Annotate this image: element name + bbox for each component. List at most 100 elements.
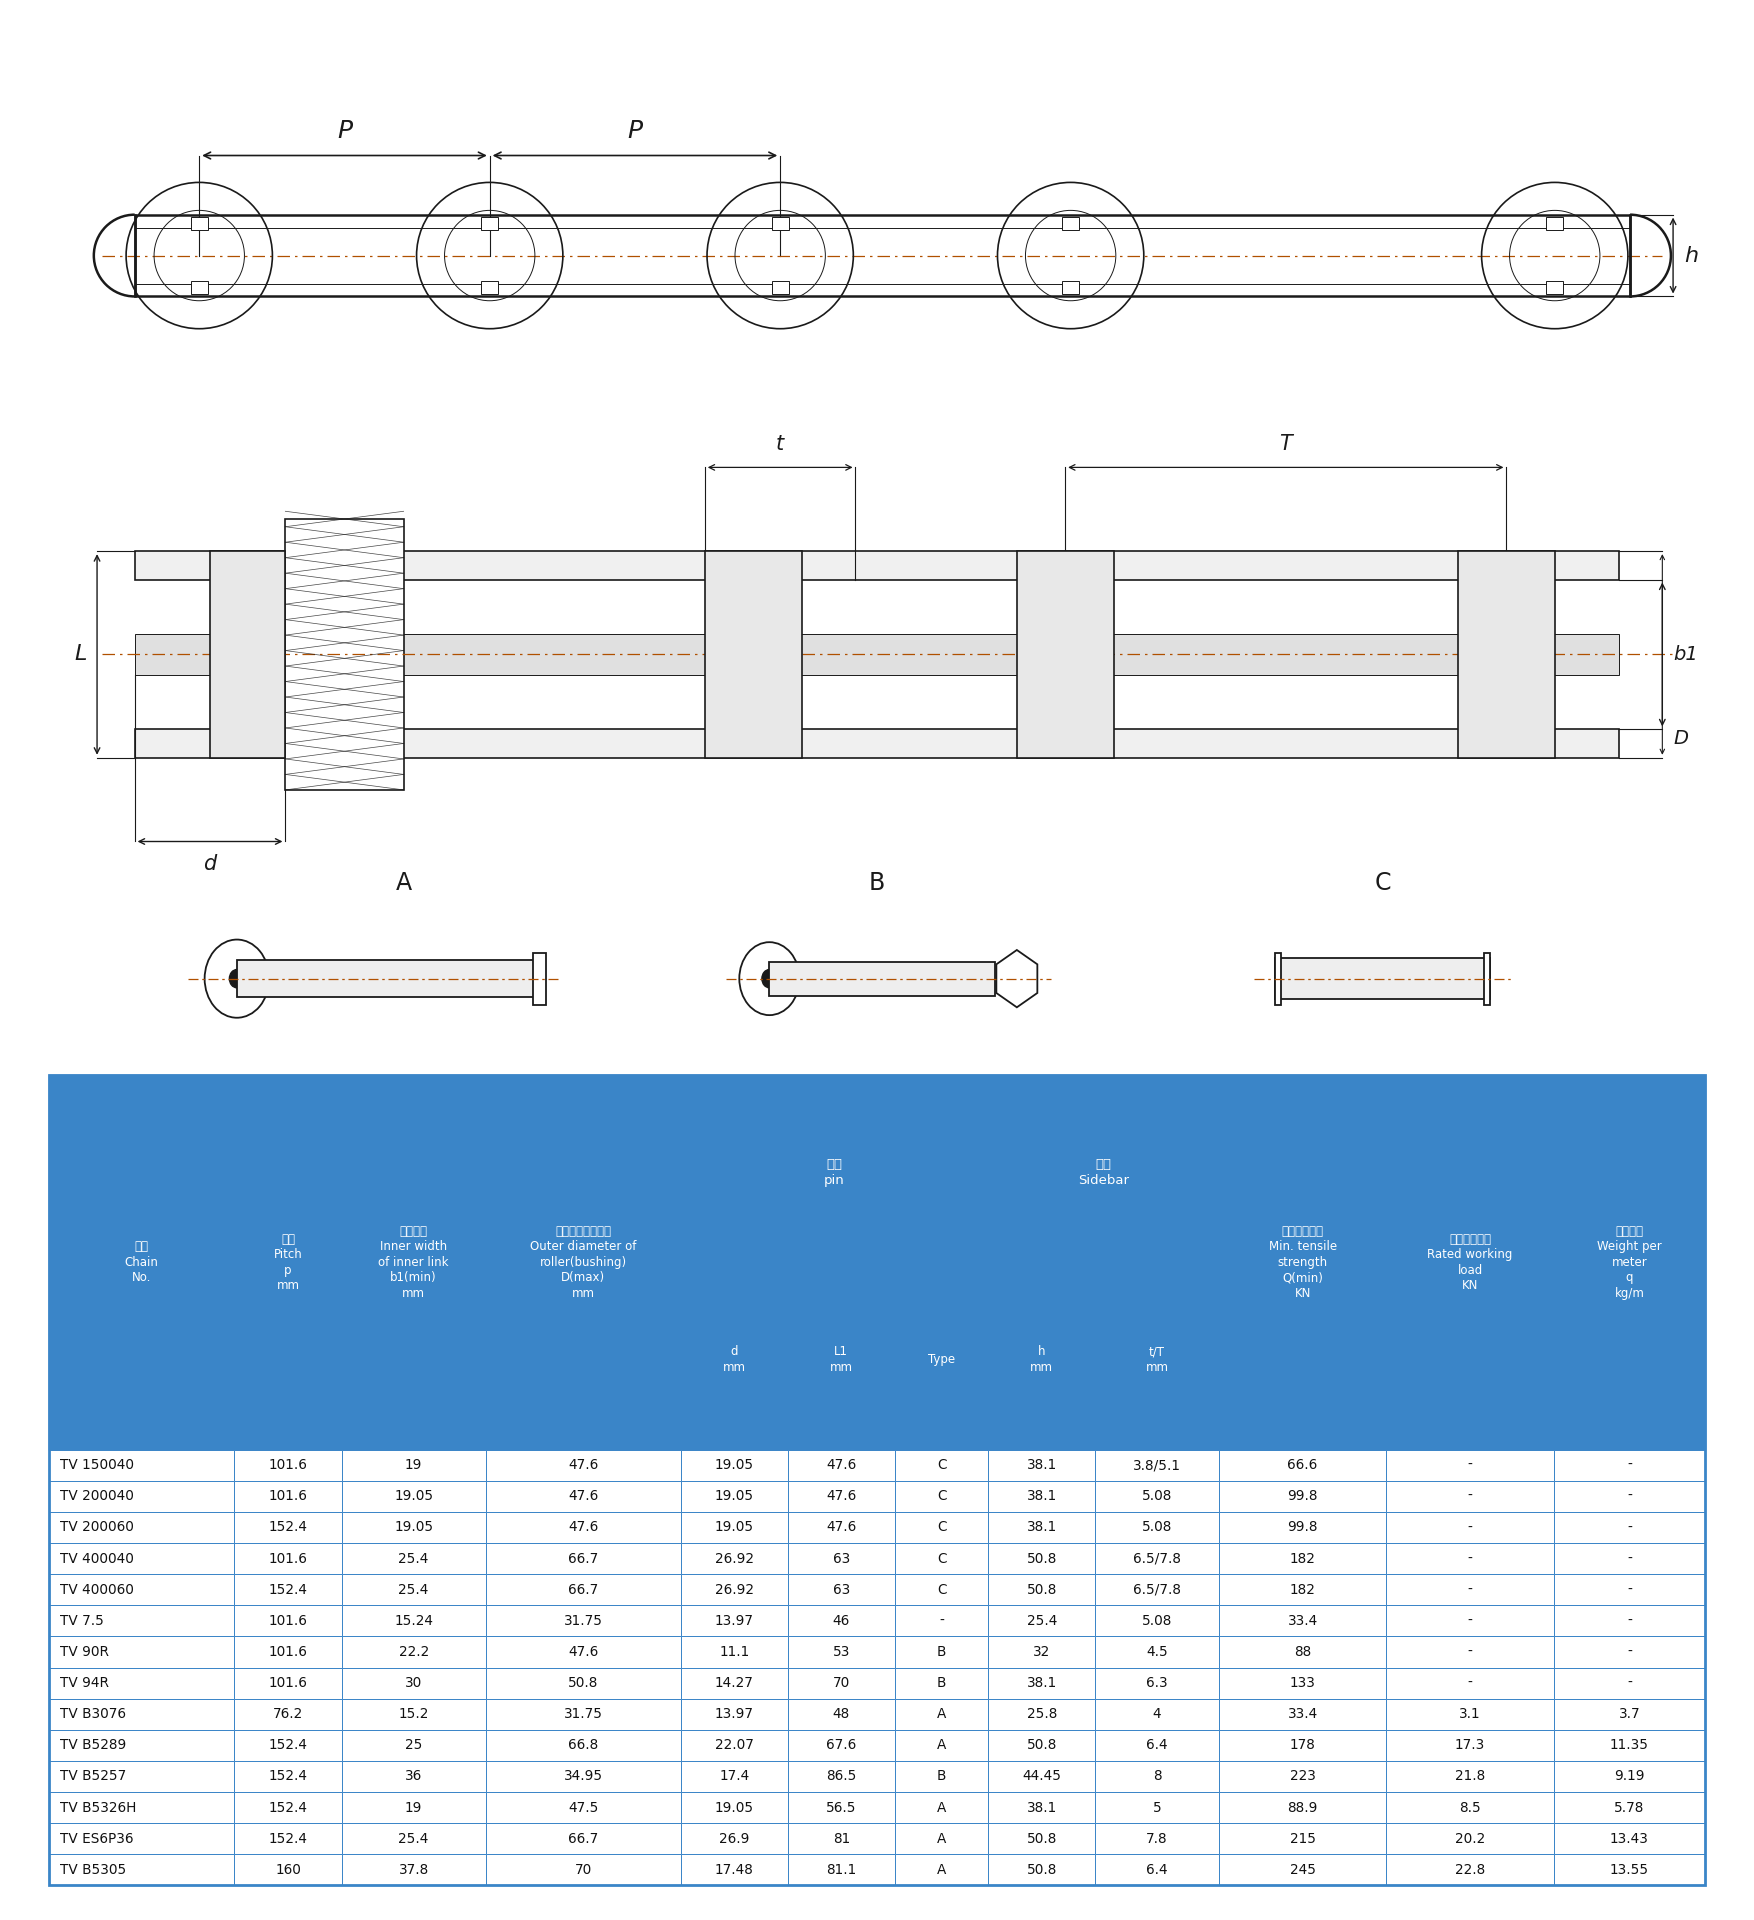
Text: 50.8: 50.8: [1026, 1551, 1058, 1565]
Text: 3.1: 3.1: [1459, 1707, 1480, 1720]
Text: 5.08: 5.08: [1142, 1615, 1172, 1628]
Text: 66.7: 66.7: [568, 1582, 598, 1597]
Text: 8: 8: [1152, 1770, 1161, 1784]
Text: 101.6: 101.6: [268, 1457, 307, 1473]
Text: t: t: [775, 434, 784, 455]
Text: C: C: [1375, 870, 1391, 895]
Bar: [49, 1824, 235, 1855]
Bar: [1386, 1450, 1554, 1480]
Text: 88: 88: [1294, 1645, 1312, 1659]
Bar: [1219, 1450, 1386, 1480]
Text: 32: 32: [1033, 1645, 1051, 1659]
Bar: [533, 952, 545, 1004]
Bar: [681, 1636, 788, 1667]
Text: T: T: [1279, 434, 1293, 455]
Bar: [486, 1730, 681, 1761]
Bar: [1386, 1605, 1554, 1636]
Bar: [486, 1450, 681, 1480]
Bar: [1554, 1605, 1705, 1636]
Text: -: -: [1468, 1645, 1473, 1659]
Text: TV 400060: TV 400060: [60, 1582, 133, 1597]
Text: A: A: [396, 870, 412, 895]
Bar: [486, 1699, 681, 1730]
Text: 44.45: 44.45: [1023, 1770, 1061, 1784]
Bar: [1094, 1699, 1219, 1730]
Text: TV 200060: TV 200060: [60, 1521, 133, 1534]
Bar: [988, 1075, 1219, 1269]
Bar: [1554, 1075, 1705, 1450]
Bar: [486, 1605, 681, 1636]
Bar: [1554, 1450, 1705, 1480]
Bar: [1386, 1855, 1554, 1885]
Text: 34.95: 34.95: [563, 1770, 603, 1784]
Bar: [286, 518, 403, 789]
Bar: [1554, 1699, 1705, 1730]
Text: 13.97: 13.97: [714, 1707, 754, 1720]
Bar: [342, 1480, 486, 1511]
Bar: [788, 1699, 895, 1730]
Text: 17.3: 17.3: [1456, 1738, 1486, 1753]
Bar: [895, 1667, 988, 1699]
Text: 19.05: 19.05: [395, 1490, 433, 1503]
Text: h: h: [1684, 246, 1698, 265]
Bar: [788, 1667, 895, 1699]
Bar: [1219, 1636, 1386, 1667]
Text: 37.8: 37.8: [398, 1862, 428, 1878]
Bar: [342, 1075, 486, 1450]
Bar: [988, 1574, 1094, 1605]
Text: 19.05: 19.05: [714, 1490, 754, 1503]
Text: TV 90R: TV 90R: [60, 1645, 109, 1659]
Text: 47.6: 47.6: [826, 1490, 856, 1503]
Bar: [988, 1730, 1094, 1761]
Text: 20.2: 20.2: [1456, 1832, 1486, 1845]
Bar: [788, 1761, 895, 1791]
Bar: [1386, 1667, 1554, 1699]
Text: 66.6: 66.6: [1287, 1457, 1317, 1473]
Text: 70: 70: [833, 1676, 851, 1690]
Bar: [788, 1480, 895, 1511]
Bar: [1219, 1511, 1386, 1544]
Text: -: -: [1628, 1457, 1631, 1473]
Bar: [1386, 1544, 1554, 1574]
Bar: [49, 1730, 235, 1761]
Bar: [486, 1791, 681, 1824]
Bar: [1094, 1480, 1219, 1511]
Bar: [237, 960, 538, 996]
Text: 101.6: 101.6: [268, 1490, 307, 1503]
Text: 19.05: 19.05: [714, 1521, 754, 1534]
Text: -: -: [1628, 1615, 1631, 1628]
Bar: [486, 1855, 681, 1885]
Bar: [1094, 1511, 1219, 1544]
Text: C: C: [937, 1457, 945, 1473]
Text: 245: 245: [1289, 1862, 1316, 1878]
Bar: [988, 1667, 1094, 1699]
Text: 66.7: 66.7: [568, 1551, 598, 1565]
Bar: [1386, 1511, 1554, 1544]
Bar: [988, 1269, 1094, 1450]
Bar: [486, 1544, 681, 1574]
Bar: [342, 1450, 486, 1480]
Bar: [1386, 1574, 1554, 1605]
Text: 5: 5: [1152, 1801, 1161, 1814]
Text: 70: 70: [575, 1862, 591, 1878]
Text: 31.75: 31.75: [563, 1707, 603, 1720]
Bar: [486, 1761, 681, 1791]
Bar: [1545, 282, 1563, 294]
Text: 66.7: 66.7: [568, 1832, 598, 1845]
Text: B: B: [937, 1676, 945, 1690]
Bar: [745, 724, 761, 735]
Bar: [1219, 1544, 1386, 1574]
Text: d
mm: d mm: [723, 1346, 745, 1375]
Text: -: -: [1628, 1521, 1631, 1534]
Bar: [235, 1636, 342, 1667]
Text: 7.8: 7.8: [1147, 1832, 1168, 1845]
Text: 25: 25: [405, 1738, 423, 1753]
Bar: [235, 1544, 342, 1574]
Text: 152.4: 152.4: [268, 1770, 307, 1784]
Bar: [235, 1791, 342, 1824]
Bar: [235, 1511, 342, 1544]
Bar: [895, 1605, 988, 1636]
Text: 21.8: 21.8: [1456, 1770, 1486, 1784]
Text: -: -: [1468, 1521, 1473, 1534]
Text: TV B3076: TV B3076: [60, 1707, 126, 1720]
